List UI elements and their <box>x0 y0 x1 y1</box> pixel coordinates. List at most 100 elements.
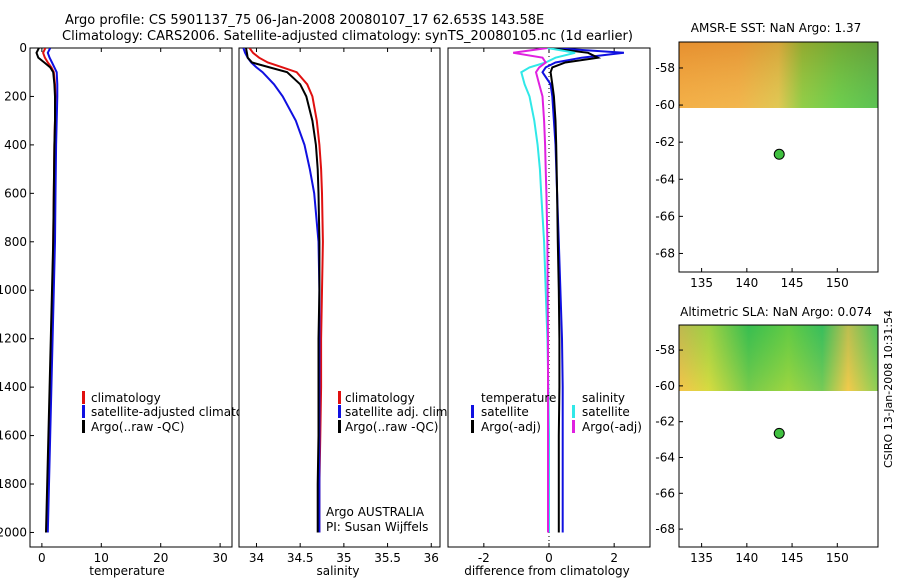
lon-tick-label: 135 <box>690 276 713 290</box>
y-tick-label: 800 <box>4 235 27 249</box>
y-tick-label: 400 <box>4 138 27 152</box>
legend-swatch-satellite-adj <box>338 405 341 418</box>
series-line-satellite-adjusted-climatology <box>46 48 59 533</box>
y-tick-label: 1400 <box>0 380 27 394</box>
sla-argo-position-marker <box>773 427 785 439</box>
y-tick-label: 1800 <box>0 477 27 491</box>
x-tick-label: 34.5 <box>287 551 314 565</box>
sst-field-shading <box>679 42 878 108</box>
y-tick-label: 600 <box>4 186 27 200</box>
series-line-argo-raw-qc- <box>35 48 56 533</box>
legend-label-climatology: climatology <box>345 391 415 405</box>
series-line-temperature-argo-adj- <box>548 48 602 533</box>
y-tick-label: 1200 <box>0 332 27 346</box>
sla-field-shading <box>679 325 878 391</box>
y-tick-label: 0 <box>19 41 27 55</box>
x-tick-label: 20 <box>153 551 168 565</box>
annotation-pi: PI: Susan Wijffels <box>326 520 428 534</box>
lon-tick-label: 145 <box>781 551 804 565</box>
lon-tick-label: 140 <box>735 551 758 565</box>
figure-title-line1: Argo profile: CS 5901137_75 06-Jan-2008 … <box>65 13 545 28</box>
temperature-axes-box <box>29 47 233 548</box>
salinity-legend: climatology satellite adj. clim. Argo(..… <box>338 391 451 434</box>
difference-series <box>513 48 625 533</box>
temperature-ticks: 0 10 20 30 <box>38 48 228 565</box>
legend-swatch-climatology <box>82 391 85 404</box>
sla-map: Altimetric SLA: NaN Argo: 0.074 135 140 14… <box>655 305 879 565</box>
lon-tick-label: 135 <box>690 551 713 565</box>
legend-label-sal-argo: Argo(-adj) <box>582 420 642 434</box>
legend-label-temp-argo: Argo(-adj) <box>481 420 541 434</box>
x-tick-label: 34 <box>249 551 264 565</box>
legend-label-satellite-adj: satellite adj. clim. <box>345 405 451 419</box>
legend-swatch-argo <box>82 420 85 433</box>
x-tick-label: 30 <box>212 551 227 565</box>
annotation-argo-australia: Argo AUSTRALIA <box>326 505 425 519</box>
lat-tick-label: -68 <box>655 522 675 536</box>
salinity-ticks: 34 34.5 35 35.5 36 <box>249 48 439 565</box>
sla-map-title: Altimetric SLA: NaN Argo: 0.074 <box>680 305 872 319</box>
lat-tick-label: -60 <box>655 379 675 393</box>
lat-tick-label: -58 <box>655 61 675 75</box>
salinity-xlabel: salinity <box>316 564 359 578</box>
x-tick-label: 2 <box>610 551 618 565</box>
x-tick-label: 0 <box>38 551 46 565</box>
temperature-panel: 0 200 400 600 800 1000 1200 1400 1600 1800 2000 0 1… <box>0 41 269 578</box>
x-tick-label: 35 <box>336 551 351 565</box>
difference-panel: -2 0 2 difference from climatology tempera… <box>447 47 651 578</box>
sst-map-ticks: 135 140 145 150 -58 -60 -62 -64 -66 -68 <box>655 61 848 290</box>
series-line-temperature-satellite <box>541 48 625 533</box>
legend-swatch-temp-satellite <box>471 405 474 418</box>
sst-axes-box <box>678 41 879 273</box>
salinity-axes-box <box>238 47 441 548</box>
lat-tick-label: -62 <box>655 135 675 149</box>
legend-label-satellite-adjusted: satellite-adjusted climatology <box>91 405 269 419</box>
x-tick-label: 0 <box>545 551 553 565</box>
sst-map-title: AMSR-E SST: NaN Argo: 1.37 <box>691 21 861 35</box>
temperature-xlabel: temperature <box>89 564 164 578</box>
legend-label-argo: Argo(..raw -QC) <box>345 420 438 434</box>
x-tick-label: 35.5 <box>374 551 401 565</box>
sst-argo-position-marker <box>773 148 785 160</box>
legend-swatch-climatology <box>338 391 341 404</box>
series-line-climatology <box>248 48 324 533</box>
temperature-series <box>35 48 59 533</box>
legend-label-argo: Argo(..raw -QC) <box>91 420 184 434</box>
series-line-argo-raw-qc- <box>245 48 321 533</box>
lat-tick-label: -60 <box>655 98 675 112</box>
lat-tick-label: -66 <box>655 209 675 223</box>
temperature-legend: climatology satellite-adjusted climatolo… <box>82 391 269 434</box>
legend-swatch-sal-argo <box>572 420 575 433</box>
legend-title-salinity: salinity <box>582 391 625 405</box>
y-tick-label: 1000 <box>0 283 27 297</box>
salinity-panel: 34 34.5 35 35.5 36 salinity climatology sate… <box>238 47 451 578</box>
legend-swatch-satellite-adjusted <box>82 405 85 418</box>
difference-legend: temperature satellite Argo(-adj) salinit… <box>471 391 642 434</box>
lat-tick-label: -58 <box>655 343 675 357</box>
figure-title-line2: Climatology: CARS2006. Satellite-adjuste… <box>62 29 633 44</box>
lat-tick-label: -68 <box>655 246 675 260</box>
legend-swatch-sal-satellite <box>572 405 575 418</box>
depth-ticks: 0 200 400 600 800 1000 1200 1400 1600 1800 2000 <box>0 41 34 539</box>
x-tick-label: -2 <box>478 551 490 565</box>
legend-label-temp-satellite: satellite <box>481 405 529 419</box>
difference-xlabel: difference from climatology <box>464 564 630 578</box>
lon-tick-label: 150 <box>826 551 849 565</box>
legend-swatch-argo <box>338 420 341 433</box>
lat-tick-label: -64 <box>655 450 675 464</box>
lat-tick-label: -66 <box>655 486 675 500</box>
legend-label-sal-satellite: satellite <box>582 405 630 419</box>
lon-tick-label: 145 <box>781 276 804 290</box>
y-tick-label: 2000 <box>0 525 27 539</box>
salinity-series <box>242 48 324 533</box>
legend-label-climatology: climatology <box>91 391 161 405</box>
x-tick-label: 10 <box>94 551 109 565</box>
timestamp-stamp: CSIRO 13-Jan-2008 10:31:54 <box>882 309 895 468</box>
y-tick-label: 200 <box>4 89 27 103</box>
lon-tick-label: 140 <box>735 276 758 290</box>
lat-tick-label: -62 <box>655 415 675 429</box>
lat-tick-label: -64 <box>655 172 675 186</box>
lon-tick-label: 150 <box>826 276 849 290</box>
sla-map-ticks: 135 140 145 150 -58 -60 -62 -64 -66 -68 <box>655 343 848 565</box>
